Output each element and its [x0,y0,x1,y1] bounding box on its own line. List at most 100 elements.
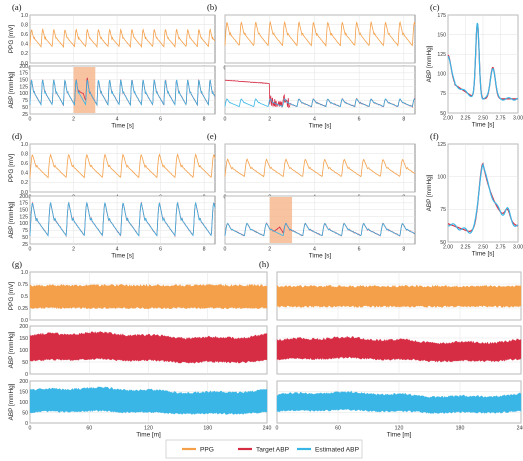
ytick-label-a2-1: 50 [22,105,28,111]
ytick-label-a2-2: 75 [22,98,28,104]
xtick-label-h3-4: 240 [517,426,523,432]
ytick-label-c-5: 175 [437,13,446,19]
xtick-label-g3-3: 180 [203,426,212,432]
panel-c: 2.00 2.25 2.50 2.75 3.00 50 75 100 125 150 175 Time… [426,2,523,129]
ytick-label-c-4: 150 [437,32,446,38]
xtick-label-b2-2: 4 [313,117,316,123]
xtick-label-c-2: 2.50 [478,116,488,122]
x-axis-label-c: Time [s] [472,122,495,129]
ytick-label-f-1: 75 [440,207,446,213]
y-axis-label-f: ABP [mmHg] [426,174,433,211]
legend-label-estimated-abp: Estimated ABP [315,447,360,454]
panel-g: 0.0 0.25 0.5 0.75 1.0 PPG [mV] (g) [8,259,268,324]
ytick-label-g2-3: 150 [19,336,28,342]
panel-g2: 0 50 100 150 200 ABP [mmHg] [8,324,268,378]
ytick-label-d-5: 1.0 [21,142,28,148]
xtick-label-a2-4: 8 [203,117,206,123]
series-ppg-d [29,153,216,179]
ytick-label-g3-1: 50 [22,410,28,416]
xtick-label-e2-1: 2 [268,247,271,253]
ytick-label-d-1: 0.2 [21,180,28,186]
panel-label-e: (e) [207,131,217,141]
panel-h2 [276,325,522,375]
ytick-label-g-4: 1.0 [21,270,28,276]
ytick-label-d-2: 0.4 [21,171,28,177]
ytick-label-g2-0: 0 [25,372,28,378]
xtick-label-b2-4: 8 [402,117,405,123]
legend-label-ppg: PPG [200,447,214,454]
ytick-label-g-0: 0.0 [21,318,28,324]
xtick-label-f-2: 2.50 [478,245,488,251]
xtick-label-d2-0: 0 [29,247,32,253]
xtick-label-g3-1: 60 [86,426,92,432]
ytick-label-a-3: 0.6 [21,32,28,38]
panel-label-a: (a) [12,2,22,12]
xtick-label-g3-4: 240 [263,426,272,432]
ytick-label-c-2: 100 [437,72,446,78]
plot-area-d2 [29,195,216,245]
panel-h: (h) [259,259,522,321]
ytick-label-a-4: 0.8 [21,22,28,28]
ytick-label-a2-3: 100 [19,91,28,97]
x-axis-label-b2: Time [s] [309,123,332,130]
xtick-label-b2-0: 0 [224,117,227,123]
xtick-label-f-4: 3.00 [513,245,523,251]
xtick-label-f-0: 2.00 [443,245,453,251]
ytick-label-f-3: 125 [437,142,446,148]
ytick-label-g3-2: 100 [19,400,28,406]
y-axis-label-a2: ABP [mmHg] [8,71,15,108]
panel-label-b: (b) [207,2,217,12]
xtick-label-f-3: 2.75 [495,245,505,251]
xtick-label-c-4: 3.00 [513,116,523,122]
xtick-label-e2-2: 4 [313,247,316,253]
ytick-label-d-0: 0.0 [21,190,28,196]
xtick-label-a2-1: 2 [72,117,75,123]
series-estimated-abp-d2 [29,201,216,237]
x-axis-label-e2: Time [s] [309,253,332,260]
panel-f: 2.00 2.25 2.50 2.75 3.00 50 75 100 125 Time [s] AB… [426,131,523,258]
ytick-label-g-1: 0.25 [18,306,28,312]
ytick-label-d2-6: 175 [19,201,28,207]
highlight-region-e2 [269,197,293,243]
ytick-label-d2-4: 125 [19,214,28,220]
panel-label-d: (d) [12,131,22,141]
ytick-label-g3-4: 200 [19,379,28,385]
xtick-label-e2-3: 6 [358,247,361,253]
series-area-h2 [276,335,522,363]
xtick-label-g3-2: 120 [144,426,153,432]
ytick-label-a2-0: 25 [22,112,28,118]
xtick-label-e2-0: 0 [224,247,227,253]
xtick-label-d2-2: 4 [116,247,119,253]
y-axis-label-g2: ABP [mmHg] [8,331,15,368]
panel-label-c: (c) [430,2,440,12]
y-axis-label-g: PPG [mV] [8,282,15,311]
series-estimated-abp-f [447,162,519,234]
panel-b2: 0 2 4 6 8 Time [s] [224,65,416,130]
xtick-label-d2-3: 6 [159,247,162,253]
xtick-label-h3-2: 120 [395,426,404,432]
ytick-label-g2-1: 50 [22,360,28,366]
legend: PPG Target ABP Estimated ABP [165,439,363,459]
ytick-label-g2-2: 100 [19,348,28,354]
ytick-label-g-2: 0.5 [21,294,28,300]
ytick-label-g3-0: 0 [25,421,28,427]
plot-area-e [224,143,416,193]
plot-area-a [29,14,216,64]
panel-label-g: (g) [12,259,22,269]
xtick-label-c-3: 2.75 [495,116,505,122]
xtick-label-d2-1: 2 [72,247,75,253]
xtick-label-b2-1: 2 [268,117,271,123]
panel-h3: 0 60 120 180 240 Time [m] [276,380,523,439]
series-area-g [29,283,268,310]
y-axis-label-a: PPG [mV] [8,25,15,54]
ytick-label-a2-7: 200 [19,64,28,70]
x-axis-label-h3: Time [m] [387,432,412,439]
y-axis-label-d2: ABP [mmHg] [8,201,15,238]
ytick-label-f-0: 50 [440,240,446,246]
